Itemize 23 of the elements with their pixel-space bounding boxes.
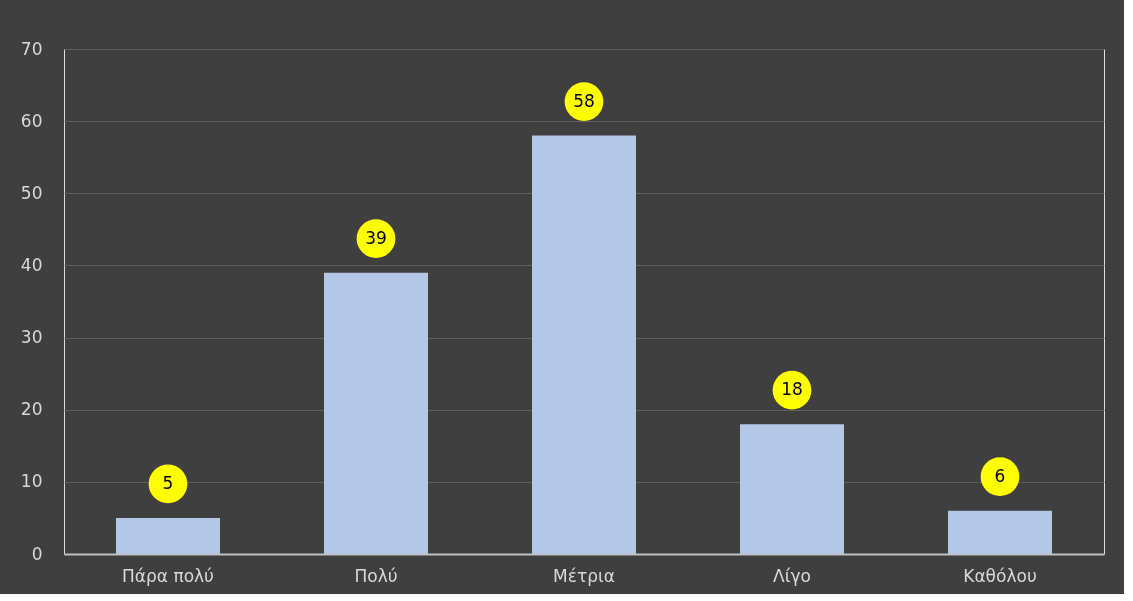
y-tick-label: 70: [20, 38, 43, 59]
data-label: 6: [994, 465, 1006, 486]
data-label: 5: [162, 472, 174, 493]
y-tick-label: 10: [20, 471, 43, 492]
bar: [740, 424, 844, 554]
x-tick-label: Μέτρια: [553, 565, 615, 586]
bar: [532, 135, 636, 554]
x-tick-label: Πολύ: [354, 565, 398, 586]
data-label: 18: [781, 379, 803, 400]
bar: [116, 517, 220, 554]
bar: [324, 272, 428, 554]
data-label: 58: [573, 90, 595, 111]
x-tick-label: Καθόλου: [963, 565, 1037, 586]
y-tick-label: 30: [20, 327, 43, 348]
y-tick-label: 40: [20, 254, 43, 275]
y-tick-label: 50: [20, 182, 43, 203]
bar: [948, 510, 1052, 554]
y-tick-label: 0: [31, 543, 43, 564]
x-tick-label: Λίγο: [773, 565, 811, 586]
data-label: 39: [365, 227, 387, 248]
x-tick-label: Πάρα πολύ: [122, 565, 214, 586]
y-tick-label: 20: [20, 399, 43, 420]
y-tick-label: 60: [20, 110, 43, 131]
